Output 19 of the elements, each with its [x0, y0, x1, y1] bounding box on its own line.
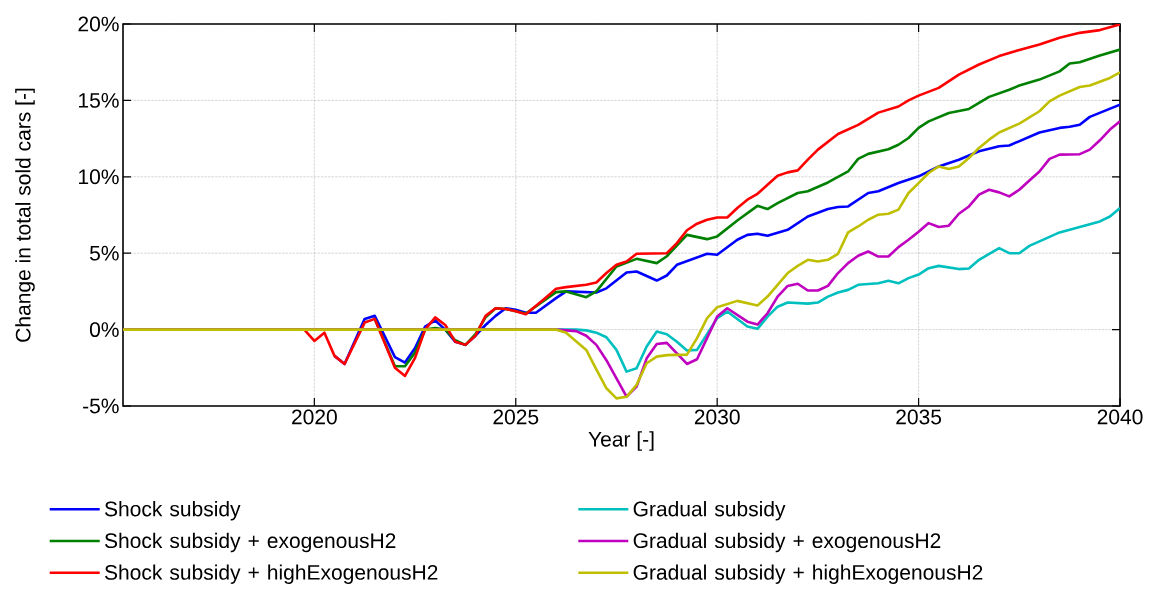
- y-tick-label: -5%: [83, 398, 119, 414]
- legend-label: Gradual subsidy + exogenousH2: [633, 532, 941, 553]
- legend-label: Shock subsidy + exogenousH2: [104, 532, 396, 553]
- y-axis-title: Change in total sold cars [-]: [15, 88, 35, 342]
- legend-label: Gradual subsidy: [633, 500, 786, 521]
- y-tick-label: 5%: [89, 245, 119, 261]
- x-tick-label: 2025: [493, 409, 539, 425]
- x-axis-title: Year [-]: [588, 431, 654, 451]
- x-tick-label: 2035: [896, 409, 942, 425]
- legend-label: Gradual subsidy + highExogenousH2: [633, 564, 983, 584]
- y-tick-label: 10%: [79, 169, 119, 185]
- legend-label: Shock subsidy + highExogenousH2: [104, 564, 438, 584]
- y-tick-label: 15%: [79, 93, 119, 108]
- y-tick-label: 20%: [78, 16, 119, 32]
- y-tick-label: 0%: [89, 322, 119, 338]
- legend-label: Shock subsidy: [104, 500, 241, 521]
- x-tick-label: 2030: [694, 409, 740, 425]
- x-tick-label: 2020: [292, 409, 337, 425]
- x-tick-label: 2040: [1097, 409, 1143, 425]
